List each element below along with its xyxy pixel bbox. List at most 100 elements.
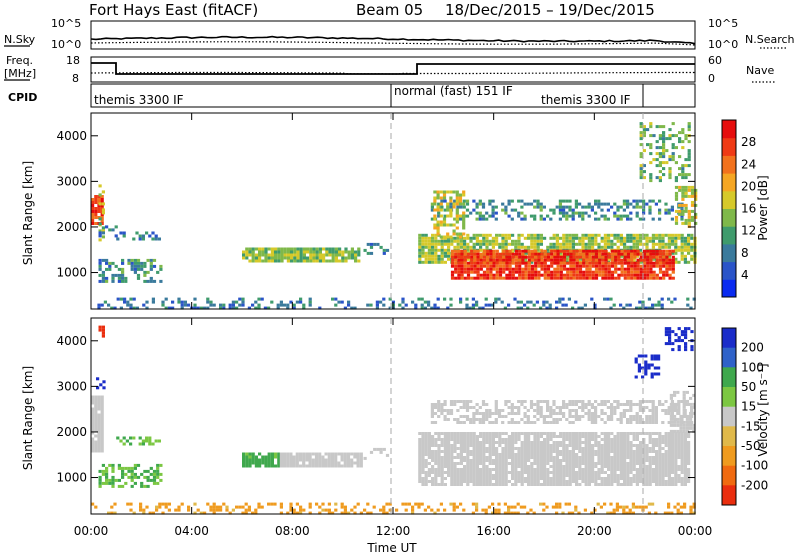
data-cell-9 (667, 456, 671, 459)
data-cell-9 (504, 462, 508, 465)
data-cell-10 (539, 208, 543, 212)
data-cell-10 (581, 415, 585, 418)
data-cell-8 (209, 505, 213, 509)
data-cell-13 (681, 167, 685, 171)
data-cell-9 (475, 477, 479, 480)
data-cell-4 (98, 279, 102, 283)
data-cell-10 (494, 412, 498, 415)
data-cell-9 (457, 252, 461, 256)
data-cell-8 (107, 511, 111, 515)
data-cell-9 (584, 453, 588, 456)
data-cell-9 (537, 258, 541, 262)
data-cell-8 (680, 245, 684, 249)
data-cell-9 (539, 447, 543, 450)
data-cell-8 (622, 511, 626, 515)
data-cell-10 (536, 406, 540, 409)
data-cell-9 (457, 249, 461, 253)
data-cell-5 (347, 256, 351, 260)
data-cell-9 (460, 258, 464, 262)
data-cell-8 (418, 248, 422, 252)
data-cell-12 (684, 188, 688, 192)
data-cell-9 (562, 471, 566, 474)
data-cell-8 (631, 505, 635, 509)
data-cell-3 (138, 234, 142, 238)
data-cell-9 (447, 456, 451, 459)
data-cell-8 (690, 242, 694, 246)
data-cell-9 (486, 273, 490, 277)
data-cell-9 (456, 468, 460, 471)
data-cell-8 (639, 260, 643, 264)
data-cell-13 (649, 122, 653, 126)
data-cell-10 (574, 409, 578, 412)
data-cell-9 (680, 468, 684, 471)
data-cell-8 (591, 239, 595, 243)
data-cell-9 (639, 276, 643, 280)
data-cell-9 (527, 459, 531, 462)
data-cell-9 (536, 477, 540, 480)
data-cell-8 (603, 233, 607, 237)
data-cell-8 (289, 502, 293, 506)
data-cell-5 (318, 259, 322, 263)
data-cell-10 (536, 202, 540, 206)
data-cell-9 (437, 447, 441, 450)
data-cell-10 (491, 421, 495, 424)
data-cell-9 (454, 264, 458, 268)
data-cell-8 (581, 236, 585, 240)
data-cell-10 (449, 403, 454, 406)
data-cell-7 (436, 306, 440, 310)
data-cell-9 (527, 252, 531, 256)
data-cell-11 (462, 220, 466, 224)
data-cell-10 (558, 406, 562, 409)
data-cell-10 (546, 406, 550, 409)
data-cell-9 (568, 480, 572, 483)
data-cell-8 (459, 245, 463, 249)
data-cell-8 (434, 242, 438, 246)
data-cell-9 (491, 474, 495, 477)
data-cell-11 (458, 232, 463, 236)
data-cell-10 (481, 418, 486, 421)
data-cell-9 (424, 474, 428, 477)
data-cell-0 (100, 401, 104, 405)
data-cell-9 (517, 465, 521, 468)
data-cell-5 (251, 452, 255, 456)
data-cell-9 (645, 471, 649, 474)
data-cell-9 (614, 252, 618, 256)
data-cell-10 (446, 409, 450, 412)
data-cell-11 (449, 199, 453, 203)
data-cell-9 (636, 252, 640, 256)
data-cell-9 (671, 477, 675, 480)
data-cell-13 (681, 173, 685, 177)
data-cell-9 (655, 432, 659, 435)
data-cell-9 (514, 456, 518, 459)
data-cell-7 (292, 306, 296, 310)
data-cell-8 (527, 245, 531, 249)
data-cell-8 (687, 236, 691, 240)
data-cell-10 (552, 412, 556, 415)
data-cell-9 (521, 252, 525, 256)
data-cell-9 (473, 270, 477, 274)
data-cell-9 (475, 474, 479, 477)
data-cell-8 (424, 242, 428, 246)
power-colorbar-tick: 24 (741, 157, 756, 171)
data-cell-13 (671, 330, 675, 334)
data-cell-5 (267, 256, 271, 260)
data-cell-10 (622, 214, 626, 218)
data-cell-5 (280, 253, 284, 257)
data-cell-13 (680, 333, 684, 337)
data-cell-9 (473, 258, 477, 262)
data-cell-8 (533, 236, 537, 240)
data-cell-9 (633, 267, 637, 271)
data-cell-8 (629, 239, 633, 243)
data-cell-9 (514, 474, 518, 477)
data-cell-13 (671, 158, 675, 162)
data-cell-8 (523, 505, 527, 509)
data-cell-10 (661, 409, 665, 412)
data-cell-9 (443, 459, 447, 462)
data-cell-9 (683, 465, 687, 468)
data-cell-13 (677, 327, 681, 331)
data-cell-9 (587, 432, 591, 435)
data-cell-10 (667, 211, 671, 215)
data-cell-10 (465, 202, 470, 206)
data-cell-10 (446, 418, 450, 421)
